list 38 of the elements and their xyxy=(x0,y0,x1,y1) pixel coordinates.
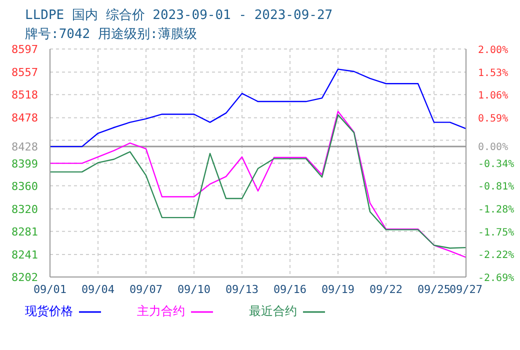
y-tick-label: 8518 xyxy=(12,88,38,102)
y2-tick-label: 0.00% xyxy=(478,142,508,154)
legend-label: 主力合约 xyxy=(137,303,185,320)
y2-tick-label: -2.69% xyxy=(478,273,514,284)
y2-tick-label: 2.00% xyxy=(478,45,508,56)
y2-tick-label: -2.22% xyxy=(478,250,514,262)
line-series xyxy=(50,68,466,148)
x-tick-label: 09/19 xyxy=(321,282,355,296)
x-tick-label: 09/07 xyxy=(129,282,163,296)
x-tick-label: 09/13 xyxy=(225,282,259,296)
x-tick-label: 09/27 xyxy=(449,282,483,296)
y2-tick-label: -0.81% xyxy=(478,182,514,193)
chart-title: LLDPE 国内 综合价 2023-09-01 - 2023-09-27 xyxy=(25,7,333,24)
y-tick-label: 8428 xyxy=(12,140,38,154)
x-tick-label: 09/04 xyxy=(81,282,115,296)
y-tick-label: 8360 xyxy=(12,180,38,193)
y-tick-label: 8241 xyxy=(12,248,38,262)
y-tick-label: 8597 xyxy=(12,43,38,56)
legend-label: 现货价格 xyxy=(25,303,73,320)
x-tick-label: 09/10 xyxy=(177,282,211,296)
y2-tick-label: 0.59% xyxy=(478,114,508,125)
y-tick-label: 8399 xyxy=(12,157,38,170)
x-tick-label: 09/16 xyxy=(273,282,307,296)
x-tick-label: 09/22 xyxy=(369,282,403,296)
chart-subtitle: 牌号:7042 用途级别:薄膜级 xyxy=(25,26,197,43)
y2-tick-label: -1.28% xyxy=(478,204,514,216)
y-tick-label: 8281 xyxy=(12,225,38,238)
y-tick-label: 8320 xyxy=(12,202,38,216)
y-tick-label: 8557 xyxy=(12,66,38,80)
legend-label: 最近合约 xyxy=(249,303,297,320)
y2-tick-label: 1.06% xyxy=(478,90,508,102)
y2-tick-label: 1.53% xyxy=(478,68,508,79)
x-tick-label: 09/25 xyxy=(417,282,451,296)
x-tick-label: 09/01 xyxy=(33,282,67,296)
y2-tick-label: -0.34% xyxy=(478,158,514,170)
y2-tick-label: -1.75% xyxy=(478,227,514,238)
y-tick-label: 8202 xyxy=(12,271,38,284)
y-tick-label: 8478 xyxy=(12,112,38,125)
